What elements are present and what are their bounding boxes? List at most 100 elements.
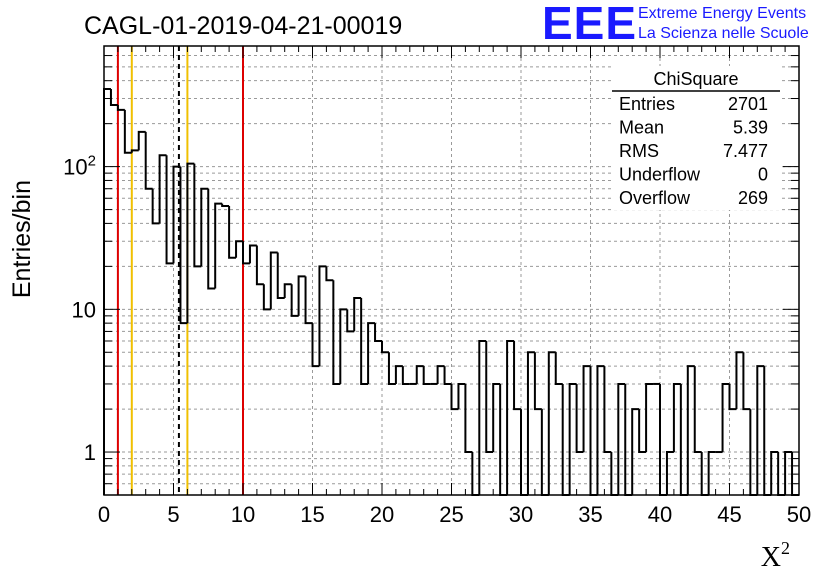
grid-lines <box>104 45 799 496</box>
histogram-bin <box>422 366 431 385</box>
x-tick-label: 20 <box>370 502 394 527</box>
stats-row-value: 2701 <box>728 94 768 114</box>
eee-logo-mark: EEE <box>542 0 638 49</box>
stats-row-label: Mean <box>619 118 664 138</box>
histogram-bin <box>304 276 313 325</box>
histogram-bin <box>672 382 681 453</box>
y-tick-label-exponent: 2 <box>88 153 96 170</box>
histogram-bin <box>367 322 376 384</box>
histogram-bin <box>554 352 563 385</box>
histogram-bin <box>443 366 452 385</box>
histogram-bin <box>513 340 521 411</box>
stats-row-label: RMS <box>619 141 659 161</box>
histogram-bin <box>207 188 216 290</box>
histogram-bin <box>283 283 292 299</box>
histogram-bin <box>568 382 577 495</box>
x-axis-label-symbol: X <box>761 542 781 572</box>
stats-box-title: ChiSquare <box>653 69 738 89</box>
stats-row-value: 5.39 <box>733 118 768 138</box>
x-axis-label: X2 <box>761 538 790 572</box>
y-axis-label: Entries/bin <box>8 180 36 298</box>
stats-row-value: 7.477 <box>723 141 768 161</box>
x-tick-label: 50 <box>787 502 811 527</box>
histogram-bin <box>381 340 389 354</box>
histogram-bin <box>415 365 424 384</box>
y-tick-label-base: 1 <box>84 440 96 465</box>
histogram-bin <box>123 109 132 154</box>
histogram-bin <box>756 365 765 495</box>
histogram-bin <box>665 451 674 495</box>
stats-box: ChiSquare Entries 2701 Mean 5.39 RMS 7.477 Unde… <box>612 66 780 210</box>
histogram-bin <box>200 187 209 267</box>
histogram-bin <box>401 366 410 385</box>
histogram-bin <box>248 244 257 264</box>
histogram-bin <box>394 365 403 384</box>
x-tick-label: 30 <box>509 502 533 527</box>
histogram-bin <box>346 309 355 333</box>
y-tick-label-base: 10 <box>72 297 96 322</box>
histogram-bin <box>596 365 605 495</box>
stats-row-label: Entries <box>619 94 675 114</box>
histogram-bin <box>686 365 695 495</box>
histogram-bin <box>172 165 181 264</box>
histogram-bin <box>624 383 633 496</box>
histogram-bin <box>116 105 125 111</box>
histogram-bin <box>457 382 466 410</box>
eee-logo-line2: La Scienza nelle Scuole <box>638 25 809 42</box>
histogram-bin <box>631 408 640 495</box>
histogram-bin <box>339 308 348 384</box>
x-tick-label: 15 <box>300 502 324 527</box>
histogram-bin <box>158 154 167 224</box>
histogram-bin <box>297 275 306 316</box>
histogram-bin <box>269 251 278 310</box>
histogram-bin <box>617 382 626 495</box>
histogram-bin <box>228 205 237 259</box>
histogram-bin <box>290 284 299 317</box>
histogram-bin <box>179 166 188 325</box>
histogram-bin <box>387 352 396 385</box>
histogram-bin <box>436 365 445 384</box>
histogram-bin <box>144 131 153 190</box>
eee-logo: EEE Extreme Energy Events La Scienza nel… <box>542 0 832 49</box>
histogram-bin <box>235 240 243 258</box>
histogram-bin <box>193 163 202 268</box>
stats-row-value: 269 <box>738 188 768 208</box>
stats-row-value: 0 <box>758 165 768 185</box>
histogram-bin <box>311 323 320 368</box>
histogram-bin <box>450 383 459 411</box>
histogram-bin <box>533 352 542 411</box>
histogram-bin <box>561 383 570 496</box>
histogram-bin <box>186 162 195 324</box>
histogram-bin <box>255 245 264 286</box>
x-tick-label: 10 <box>231 502 255 527</box>
x-tick-label: 40 <box>648 502 672 527</box>
histogram-bin <box>547 351 556 495</box>
stats-box-background <box>612 66 780 210</box>
y-tick-label: 102 <box>63 153 96 180</box>
x-tick-label: 35 <box>578 502 602 527</box>
histogram-bin <box>679 383 688 496</box>
histogram-bin <box>763 366 772 496</box>
histogram-bin <box>485 340 494 454</box>
histogram-bin <box>262 284 271 311</box>
histogram-bin <box>707 451 716 495</box>
histogram-bin <box>575 383 584 454</box>
histogram-bin <box>464 383 473 454</box>
histogram-bin <box>603 366 612 454</box>
x-tick-label: 25 <box>439 502 463 527</box>
eee-logo-line1: Extreme Energy Events <box>638 5 807 22</box>
histogram-bin <box>693 366 702 454</box>
histogram-bin <box>582 365 591 453</box>
stats-row-label: Underflow <box>619 165 701 185</box>
histogram-bin <box>589 366 598 496</box>
histogram-bin <box>214 202 223 289</box>
histogram-bin <box>478 339 487 495</box>
x-axis-label-exponent: 2 <box>781 538 790 558</box>
y-tick-label-base: 10 <box>63 155 87 180</box>
x-tick-label: 5 <box>167 502 179 527</box>
histogram-bin <box>526 351 535 495</box>
histogram-bin <box>645 382 654 453</box>
histogram-bin <box>638 409 647 454</box>
